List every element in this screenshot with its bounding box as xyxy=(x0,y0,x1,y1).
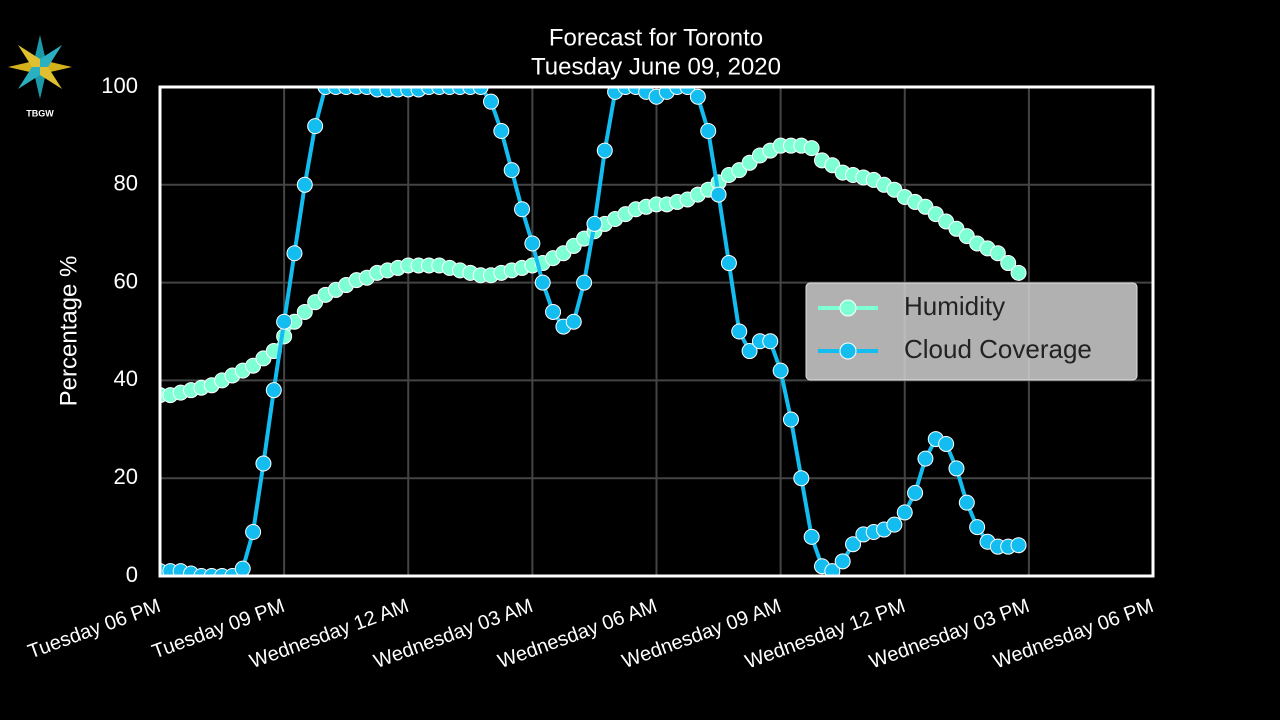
data-point xyxy=(917,450,934,467)
chart-subtitle: Tuesday June 09, 2020 xyxy=(531,53,781,80)
data-point xyxy=(731,323,748,340)
legend-label: Humidity xyxy=(904,291,1005,321)
data-point xyxy=(545,303,562,320)
data-point xyxy=(514,201,531,218)
data-point xyxy=(700,123,717,140)
data-point xyxy=(472,87,489,95)
legend-box xyxy=(805,282,1138,381)
data-point xyxy=(296,176,313,193)
data-point xyxy=(782,411,799,428)
data-point xyxy=(803,140,820,157)
data-point xyxy=(245,523,262,540)
data-point xyxy=(741,343,758,360)
logo xyxy=(8,35,72,99)
plot-lines xyxy=(160,87,1027,576)
data-point xyxy=(824,563,841,576)
data-point xyxy=(524,235,541,252)
data-point xyxy=(989,245,1006,262)
data-point xyxy=(689,88,706,105)
data-point xyxy=(286,245,303,262)
data-point xyxy=(1000,255,1017,272)
data-point xyxy=(845,536,862,553)
data-point xyxy=(720,255,737,272)
data-point xyxy=(503,162,520,179)
data-point xyxy=(234,560,251,576)
y-tick-label: 40 xyxy=(114,366,138,391)
legend-label: Cloud Coverage xyxy=(904,334,1092,364)
data-point xyxy=(586,215,603,232)
legend-marker xyxy=(839,299,857,317)
data-point xyxy=(793,470,810,487)
y-tick-label: 100 xyxy=(101,73,138,98)
data-point xyxy=(803,528,820,545)
data-point xyxy=(255,455,272,472)
y-tick-label: 20 xyxy=(114,464,138,489)
data-point xyxy=(762,333,779,350)
data-point xyxy=(772,362,789,379)
y-tick-label: 0 xyxy=(126,562,138,587)
data-point xyxy=(896,504,913,521)
data-point xyxy=(907,484,924,501)
legend: Humidity Cloud Coverage xyxy=(805,282,1138,381)
chart-title: Forecast for Toronto xyxy=(549,24,763,51)
data-point xyxy=(1010,264,1027,281)
plot-frame xyxy=(158,85,1155,578)
logo-text: TBGW xyxy=(26,108,54,118)
data-point xyxy=(834,553,851,570)
data-point xyxy=(576,274,593,291)
y-axis-label: Percentage % xyxy=(55,256,82,407)
data-point xyxy=(483,93,499,110)
data-point xyxy=(565,313,582,330)
data-point xyxy=(534,274,551,291)
y-tick-label: 60 xyxy=(114,268,138,293)
y-tick-label: 80 xyxy=(114,171,138,196)
data-point xyxy=(296,303,313,320)
data-point xyxy=(710,186,727,203)
data-point xyxy=(265,382,282,399)
data-point xyxy=(969,519,986,536)
data-point xyxy=(307,118,324,135)
data-point xyxy=(958,494,975,511)
legend-marker xyxy=(839,342,857,360)
data-point xyxy=(886,516,903,533)
data-point xyxy=(1010,537,1027,554)
data-point xyxy=(948,460,965,477)
data-point xyxy=(938,435,955,452)
data-point xyxy=(276,313,293,330)
data-point xyxy=(596,142,613,159)
data-point xyxy=(493,123,510,140)
